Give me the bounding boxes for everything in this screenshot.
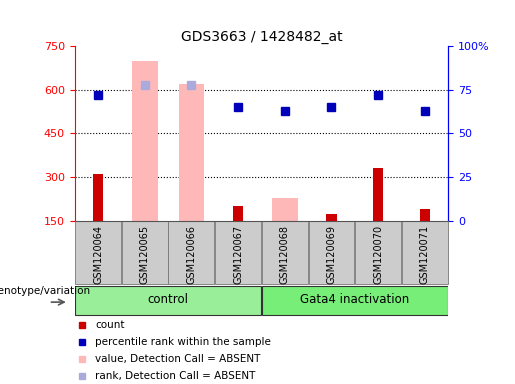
Bar bbox=[355, 221, 401, 284]
Text: genotype/variation: genotype/variation bbox=[0, 286, 91, 296]
Bar bbox=[420, 209, 430, 221]
Text: GSM120064: GSM120064 bbox=[93, 225, 103, 284]
Text: count: count bbox=[95, 320, 125, 330]
Bar bbox=[326, 214, 336, 221]
Bar bbox=[373, 169, 383, 221]
Text: GSM120069: GSM120069 bbox=[327, 225, 336, 284]
Bar bbox=[132, 61, 158, 221]
Text: GSM120068: GSM120068 bbox=[280, 225, 290, 284]
Text: GSM120070: GSM120070 bbox=[373, 225, 383, 285]
Bar bbox=[233, 206, 243, 221]
Title: GDS3663 / 1428482_at: GDS3663 / 1428482_at bbox=[181, 30, 342, 44]
Bar bbox=[168, 221, 214, 284]
Bar bbox=[122, 221, 167, 284]
Text: GSM120066: GSM120066 bbox=[186, 225, 196, 284]
Bar bbox=[75, 286, 261, 315]
Text: rank, Detection Call = ABSENT: rank, Detection Call = ABSENT bbox=[95, 371, 255, 381]
Text: control: control bbox=[147, 293, 188, 306]
Text: Gata4 inactivation: Gata4 inactivation bbox=[300, 293, 409, 306]
Text: GSM120067: GSM120067 bbox=[233, 225, 243, 285]
Text: GSM120071: GSM120071 bbox=[420, 225, 430, 285]
Bar bbox=[215, 221, 261, 284]
Bar bbox=[262, 286, 448, 315]
Bar bbox=[179, 84, 204, 221]
Bar bbox=[308, 221, 354, 284]
Text: percentile rank within the sample: percentile rank within the sample bbox=[95, 337, 271, 347]
Bar bbox=[93, 174, 103, 221]
Text: value, Detection Call = ABSENT: value, Detection Call = ABSENT bbox=[95, 354, 261, 364]
Text: GSM120065: GSM120065 bbox=[140, 225, 150, 285]
Bar bbox=[75, 221, 121, 284]
Bar bbox=[262, 221, 307, 284]
Bar bbox=[402, 221, 448, 284]
Bar bbox=[272, 197, 298, 221]
